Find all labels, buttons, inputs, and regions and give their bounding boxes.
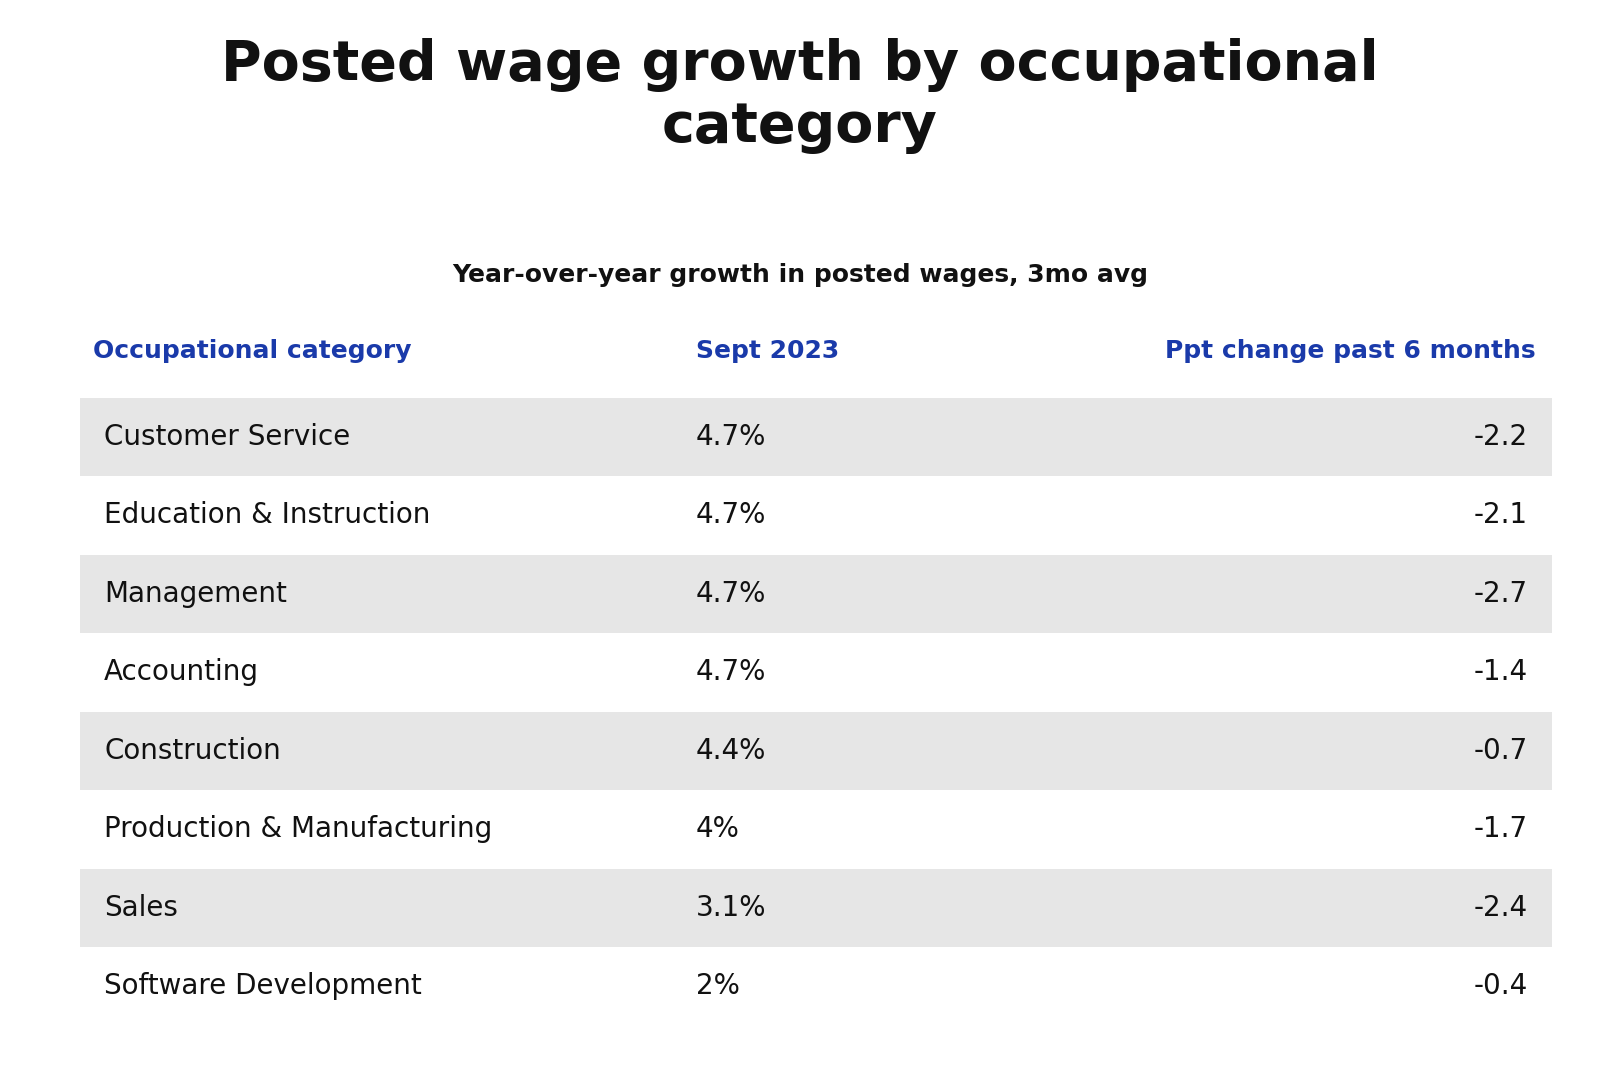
Text: -2.1: -2.1 [1474, 501, 1528, 530]
Text: Production & Manufacturing: Production & Manufacturing [104, 815, 493, 844]
Text: Posted wage growth by occupational
category: Posted wage growth by occupational categ… [221, 38, 1379, 154]
Text: 4.7%: 4.7% [696, 658, 766, 687]
Text: Management: Management [104, 579, 286, 608]
Text: Occupational category: Occupational category [93, 339, 411, 362]
Text: -2.2: -2.2 [1474, 422, 1528, 452]
Text: -1.4: -1.4 [1474, 658, 1528, 687]
Text: Year-over-year growth in posted wages, 3mo avg: Year-over-year growth in posted wages, 3… [453, 263, 1149, 287]
Text: 3.1%: 3.1% [696, 893, 766, 922]
Text: -1.7: -1.7 [1474, 815, 1528, 844]
Text: 4%: 4% [696, 815, 739, 844]
Text: Customer Service: Customer Service [104, 422, 350, 452]
Text: Software Development: Software Development [104, 972, 422, 1001]
Text: -0.4: -0.4 [1474, 972, 1528, 1001]
Text: 4.4%: 4.4% [696, 736, 766, 765]
Text: -2.4: -2.4 [1474, 893, 1528, 922]
Text: 4.7%: 4.7% [696, 422, 766, 452]
Text: 2%: 2% [696, 972, 739, 1001]
Text: 4.7%: 4.7% [696, 501, 766, 530]
Text: -2.7: -2.7 [1474, 579, 1528, 608]
Text: Ppt change past 6 months: Ppt change past 6 months [1165, 339, 1536, 362]
Text: Construction: Construction [104, 736, 280, 765]
Text: Sales: Sales [104, 893, 178, 922]
Text: Accounting: Accounting [104, 658, 259, 687]
Text: 4.7%: 4.7% [696, 579, 766, 608]
Text: Education & Instruction: Education & Instruction [104, 501, 430, 530]
Text: -0.7: -0.7 [1474, 736, 1528, 765]
Text: Sept 2023: Sept 2023 [696, 339, 840, 362]
